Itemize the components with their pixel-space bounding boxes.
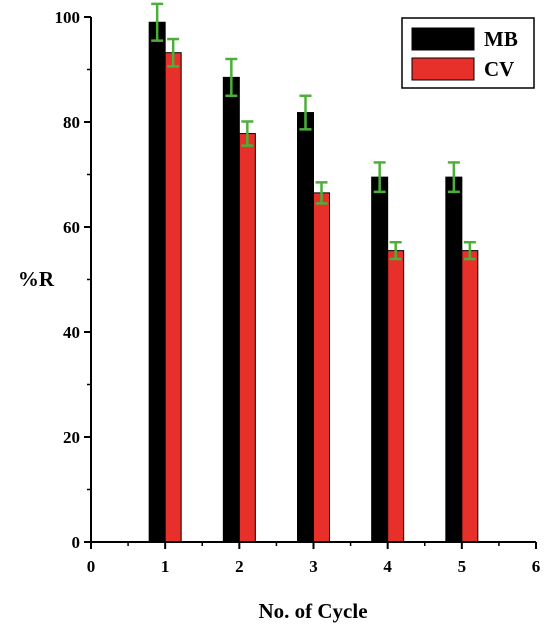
bars [148, 21, 479, 543]
x-tick-label-5: 5 [458, 557, 467, 576]
y-tick-label-60: 60 [63, 218, 80, 237]
x-tick-label-6: 6 [532, 557, 541, 576]
bar-cv-2 [238, 133, 256, 543]
legend-swatch-cv [411, 57, 475, 81]
legend-label-mb: MB [484, 27, 518, 51]
y-tick-label-100: 100 [55, 8, 81, 27]
y-tick-label-0: 0 [72, 533, 81, 552]
bar-mb-1 [148, 21, 166, 543]
bar-cv-1 [164, 52, 182, 543]
legend: MB CV [401, 17, 535, 89]
bar-mb-3 [297, 112, 314, 543]
legend-label-cv: CV [484, 57, 514, 81]
y-axis-title: %R [18, 267, 55, 291]
x-tick-label-1: 1 [161, 557, 170, 576]
x-axis-title: No. of Cycle [258, 599, 367, 623]
y-tick-label-40: 40 [63, 323, 80, 342]
bar-cv-3 [313, 192, 330, 543]
x-tick-label-4: 4 [383, 557, 392, 576]
x-tick-label-2: 2 [235, 557, 244, 576]
bar-mb-2 [222, 76, 240, 543]
legend-swatch-mb [411, 27, 475, 51]
bar-cv-5 [461, 250, 479, 543]
x-tick-label-0: 0 [87, 557, 96, 576]
bar-mb-5 [445, 176, 463, 543]
bar-mb-4 [371, 176, 389, 543]
y-tick-label-80: 80 [63, 113, 80, 132]
bar-cv-4 [387, 250, 405, 543]
y-tick-label-20: 20 [63, 428, 80, 447]
x-tick-label-3: 3 [309, 557, 318, 576]
error-bars [151, 2, 476, 261]
ticks: 0 20 40 60 80 100 0 1 2 3 4 5 6 [55, 8, 541, 576]
